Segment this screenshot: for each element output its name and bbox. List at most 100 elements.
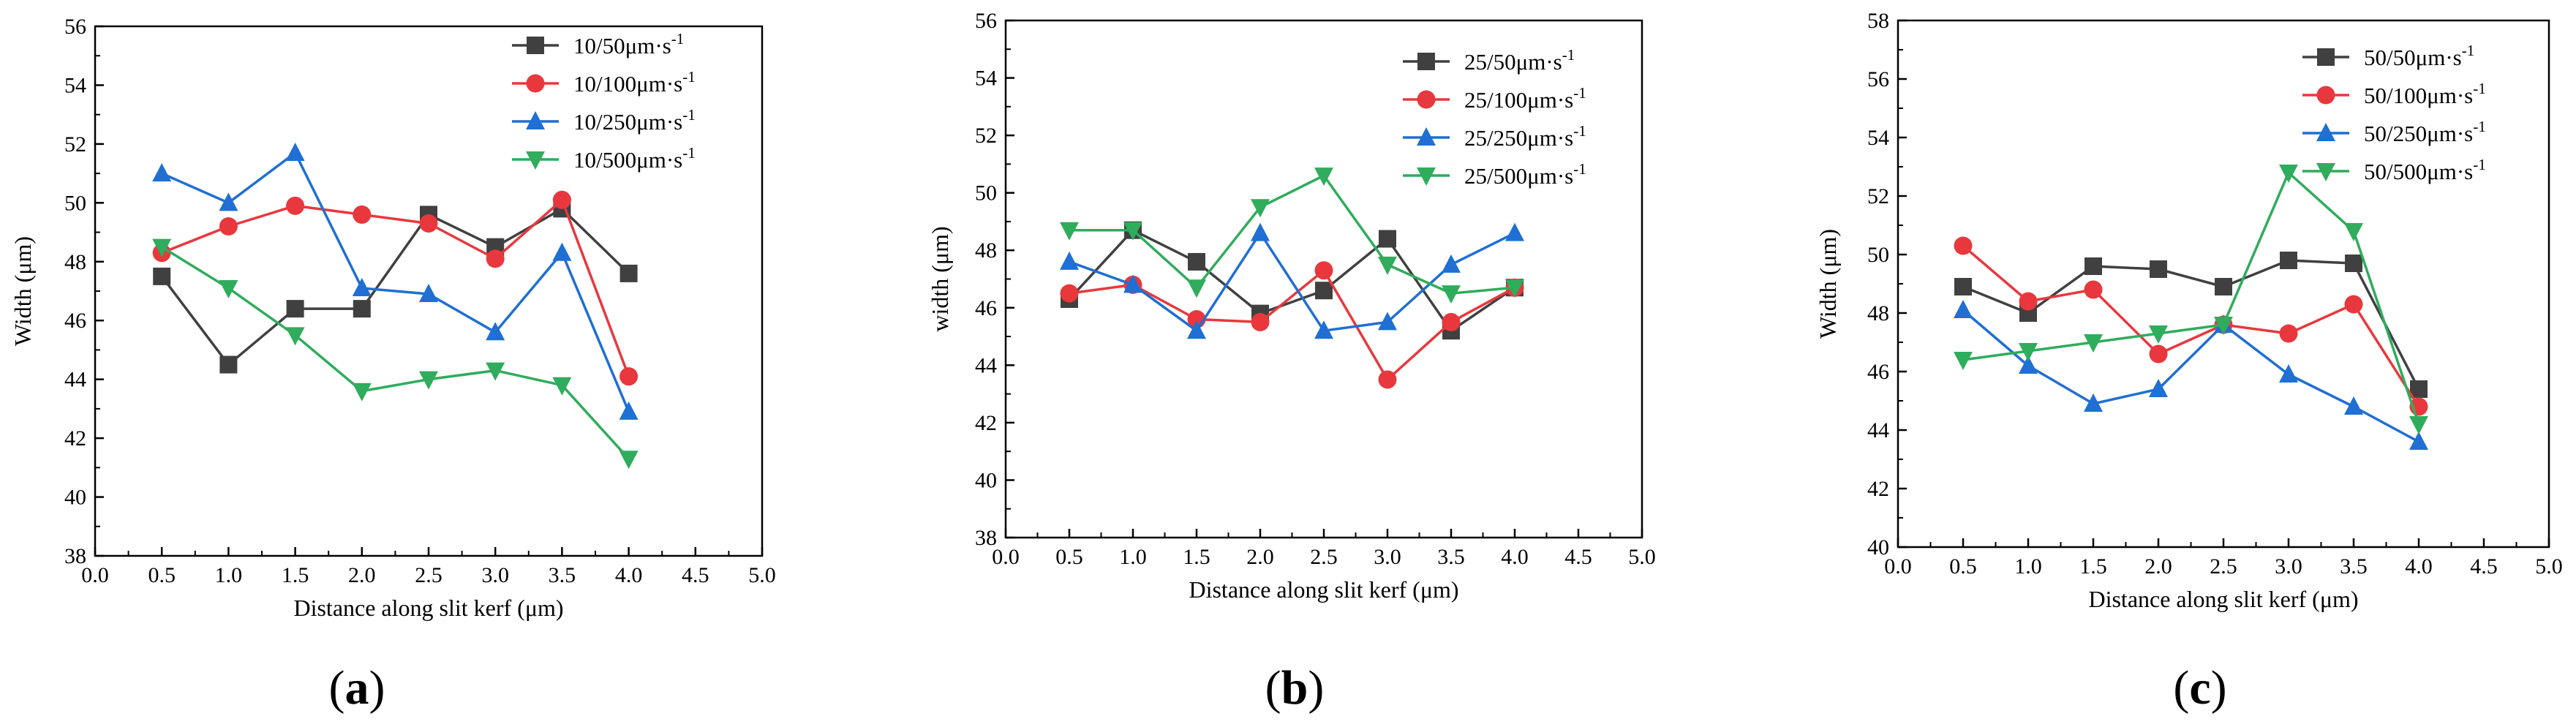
data-point: [286, 300, 304, 318]
legend-label: 50/50μm·s-1: [2364, 42, 2474, 70]
legend-item: 50/100μm·s-1: [2302, 80, 2486, 108]
data-point: [1060, 251, 1079, 270]
y-tick-label: 40: [1867, 535, 1889, 560]
data-point: [1954, 278, 1972, 295]
legend-marker: [1417, 53, 1435, 70]
legend-marker: [2316, 86, 2335, 105]
legend-label: 10/100μm·s-1: [573, 68, 696, 97]
y-tick-label: 46: [975, 296, 997, 320]
series-line: [1069, 268, 1515, 381]
data-point: [1123, 222, 1142, 241]
data-point: [552, 190, 571, 209]
y-axis-title: width (μm): [927, 226, 953, 331]
data-point: [2149, 344, 2168, 364]
legend-marker: [2316, 163, 2335, 181]
data-point: [419, 371, 438, 390]
x-tick-label: 3.0: [481, 563, 509, 587]
data-point: [2344, 295, 2363, 314]
legend-item: 50/500μm·s-1: [2302, 156, 2486, 184]
legend-label: 10/250μm·s-1: [573, 106, 696, 135]
data-point: [152, 238, 172, 257]
data-point: [2019, 355, 2038, 374]
legend-marker: [526, 111, 545, 129]
data-point: [1251, 312, 1270, 331]
y-tick-label: 52: [1867, 184, 1889, 208]
x-axis-title: Distance along slit kerf (μm): [1189, 576, 1458, 603]
y-tick-label: 54: [1867, 126, 1889, 150]
data-point: [552, 377, 572, 396]
legend-marker: [1417, 127, 1436, 146]
y-tick-label: 44: [1867, 418, 1889, 442]
series-3: [1060, 222, 1524, 339]
data-point: [1505, 222, 1524, 241]
y-tick-label: 50: [1867, 243, 1889, 267]
data-point: [285, 327, 305, 346]
data-point: [2279, 324, 2298, 343]
y-tick-label: 48: [1867, 301, 1889, 325]
data-point: [2084, 334, 2103, 353]
y-tick-label: 42: [1867, 477, 1889, 501]
y-tick-label: 56: [975, 9, 997, 33]
x-tick-label: 4.5: [1564, 545, 1592, 569]
legend-item: 25/500μm·s-1: [1403, 160, 1586, 189]
data-point: [219, 355, 238, 374]
data-point: [2084, 393, 2103, 412]
data-point: [1187, 320, 1206, 339]
data-point: [486, 322, 505, 341]
data-point: [552, 242, 572, 261]
data-point: [1954, 236, 1973, 255]
data-point: [153, 267, 171, 285]
data-point: [419, 214, 438, 233]
x-tick-label: 3.0: [1374, 545, 1401, 569]
data-point: [1378, 312, 1397, 331]
data-point: [1954, 352, 1973, 370]
x-tick-label: 0.0: [81, 563, 109, 587]
series-line: [161, 151, 630, 413]
x-tick-label: 1.5: [1183, 545, 1210, 569]
legend-label: 50/500μm·s-1: [2364, 156, 2486, 184]
y-tick-label: 42: [64, 426, 86, 451]
data-point: [619, 367, 639, 386]
legend-item: 10/500μm·s-1: [512, 144, 696, 173]
y-tick-label: 48: [975, 238, 997, 263]
x-axis-title: Distance along slit kerf (μm): [2088, 586, 2358, 612]
data-point: [219, 279, 238, 298]
data-point: [2345, 255, 2362, 272]
series-line: [1962, 244, 2420, 407]
legend-marker: [2317, 48, 2335, 66]
x-axis-title: Distance along slit kerf (μm): [293, 595, 563, 621]
series-4: [1954, 165, 2428, 434]
y-tick-label: 56: [1867, 67, 1889, 91]
legend-item: 25/100μm·s-1: [1403, 84, 1586, 113]
x-tick-label: 4.5: [2470, 554, 2498, 579]
y-tick-label: 54: [975, 67, 997, 91]
legend-item: 50/250μm·s-1: [2302, 118, 2486, 146]
x-tick-label: 1.0: [1119, 545, 1147, 569]
x-tick-label: 3.5: [1437, 545, 1465, 569]
series-2: [152, 190, 639, 386]
x-tick-label: 5.0: [1628, 545, 1656, 569]
legend-label: 25/100μm·s-1: [1464, 84, 1586, 113]
data-point: [1442, 312, 1461, 331]
legend-item: 10/50μm·s-1: [512, 30, 684, 59]
data-point: [2409, 416, 2428, 434]
data-point: [2084, 280, 2103, 299]
legend-label: 10/500μm·s-1: [573, 144, 696, 173]
data-point: [1505, 279, 1524, 298]
legend-marker: [1417, 167, 1436, 186]
series-4: [1060, 167, 1524, 304]
series-line: [1962, 309, 2419, 443]
chart-panel-3: 0.0 0.5 1.0 1.5 2.0 2.5 3.0 3.5 4.0 4.5 5.0 40 42 44 4…: [1815, 9, 2563, 715]
data-point: [285, 142, 305, 161]
data-point: [352, 383, 372, 402]
panel-label: (c): [2173, 661, 2226, 715]
data-point: [286, 196, 305, 215]
x-tick-label: 4.5: [682, 563, 709, 587]
data-point: [2149, 325, 2168, 344]
y-axis-title: Width (μm): [1815, 229, 1841, 339]
series-3: [1954, 300, 2428, 450]
y-tick-label: 44: [64, 368, 86, 392]
legend-item: 10/250μm·s-1: [512, 106, 696, 135]
series-2: [1954, 236, 2428, 416]
